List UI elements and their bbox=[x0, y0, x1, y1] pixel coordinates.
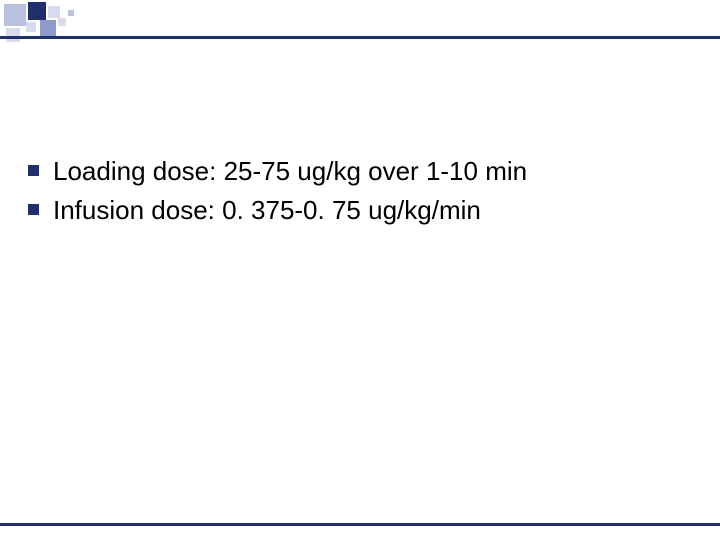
top-rule bbox=[0, 36, 720, 39]
bullet-square-icon bbox=[28, 165, 39, 176]
slide-content: Loading dose: 25-75 ug/kg over 1-10 min … bbox=[28, 155, 692, 232]
deco-square bbox=[26, 22, 36, 32]
deco-square bbox=[40, 20, 56, 36]
bullet-text: Infusion dose: 0. 375-0. 75 ug/kg/min bbox=[53, 194, 481, 227]
bottom-rule bbox=[0, 523, 720, 526]
bullet-square-icon bbox=[28, 204, 39, 215]
corner-decoration bbox=[0, 0, 130, 60]
deco-square bbox=[6, 28, 20, 42]
bullet-text: Loading dose: 25-75 ug/kg over 1-10 min bbox=[53, 155, 527, 188]
deco-square bbox=[68, 10, 74, 16]
list-item: Loading dose: 25-75 ug/kg over 1-10 min bbox=[28, 155, 692, 188]
deco-square bbox=[4, 4, 26, 26]
list-item: Infusion dose: 0. 375-0. 75 ug/kg/min bbox=[28, 194, 692, 227]
deco-square bbox=[48, 6, 60, 18]
deco-square bbox=[58, 18, 66, 26]
deco-square bbox=[28, 2, 46, 20]
